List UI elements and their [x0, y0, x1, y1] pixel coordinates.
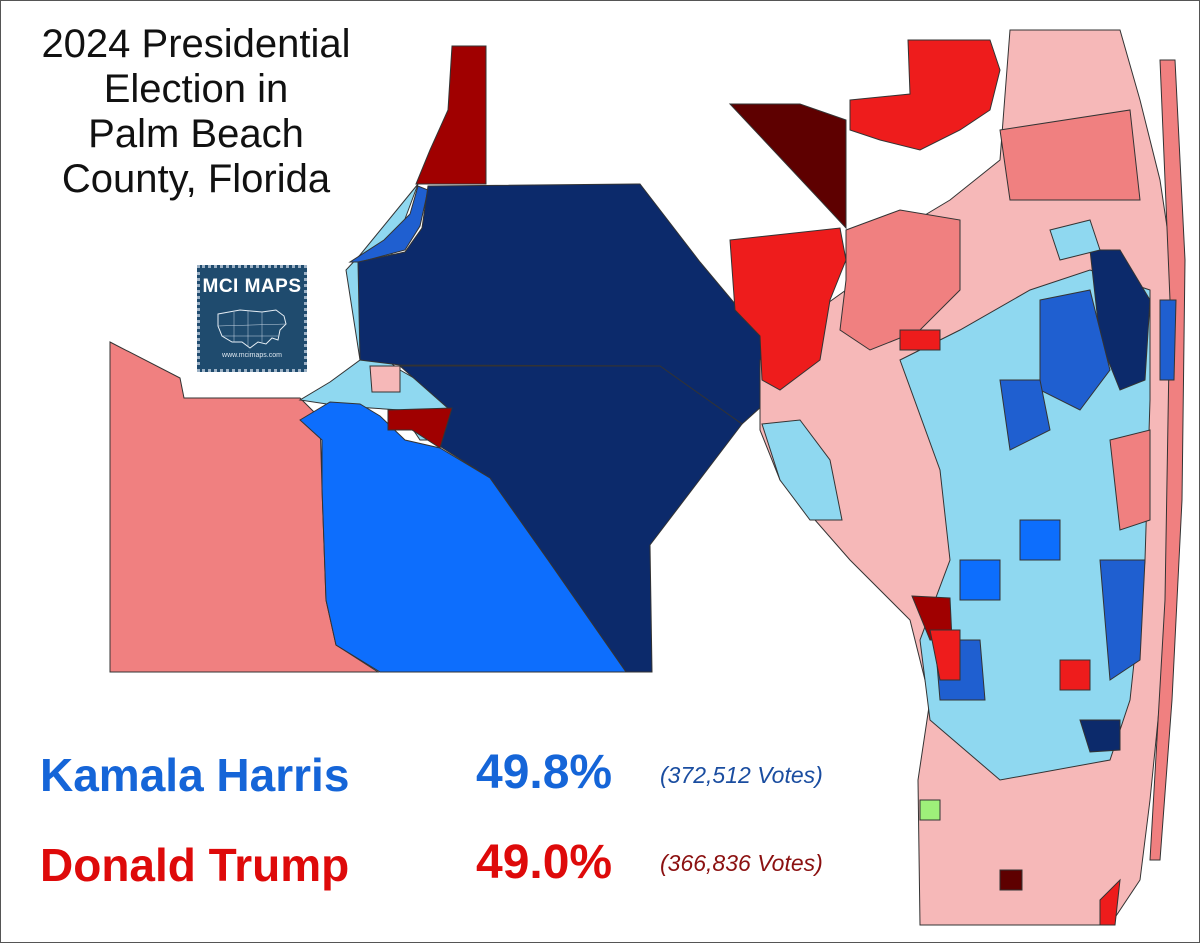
precinct-east-lightblue-9	[1049, 219, 1101, 261]
votes-harris: (372,512 Votes)	[660, 762, 823, 788]
candidate-name-trump: Donald Trump	[40, 839, 350, 891]
precinct-north-strip	[415, 45, 487, 185]
mci-maps-logo: MCI MAPS www.mcimaps.com	[197, 265, 307, 372]
precinct-north-darkred	[728, 103, 847, 230]
precinct-east-red-6	[1099, 878, 1121, 926]
precinct-east-red-2	[929, 629, 961, 681]
precinct-east-red-3	[1059, 659, 1091, 691]
precinct-east-blue-south3	[1079, 719, 1121, 753]
map-title: 2024 Presidential Election in Palm Beach…	[6, 22, 386, 202]
precinct-barrier-island-blue	[1159, 299, 1177, 381]
precinct-east-green	[919, 799, 941, 821]
votes-trump: (366,836 Votes)	[660, 850, 823, 876]
percent-trump: 49.0%	[476, 836, 613, 889]
precinct-east-lightred-8	[999, 109, 1141, 201]
precinct-east-red-4	[899, 329, 941, 351]
precinct-southwest-blue	[299, 401, 627, 673]
precinct-east-blue-light	[999, 379, 1051, 451]
title-line-1: 2024 Presidential	[41, 22, 351, 66]
precinct-west-red	[729, 227, 847, 391]
percent-harris: 49.8%	[476, 746, 613, 799]
us-map-icon	[217, 309, 287, 349]
precinct-lake-pink	[369, 365, 401, 393]
precinct-east-lightred-7	[1109, 429, 1151, 531]
title-line-4: County, Florida	[61, 157, 331, 201]
precinct-east-blue-south	[1099, 559, 1146, 681]
title-line-3: Palm Beach	[88, 112, 304, 156]
logo-text: MCI MAPS	[202, 276, 302, 297]
candidate-name-harris: Kamala Harris	[40, 749, 350, 801]
precinct-east-lightblue-west	[761, 419, 843, 521]
precinct-east-blue-mid3	[959, 559, 1001, 601]
precinct-east-blue-medium	[1039, 289, 1111, 411]
precinct-east-blue-mid2	[1019, 519, 1061, 561]
precinct-barrier-island	[1149, 59, 1186, 861]
precinct-lake-red	[387, 407, 453, 449]
title-line-2: Election in	[103, 67, 289, 111]
precinct-northeast-red	[849, 39, 1001, 151]
precinct-east-darkred-5	[999, 869, 1023, 891]
logo-url: www.mcimaps.com	[222, 352, 282, 359]
